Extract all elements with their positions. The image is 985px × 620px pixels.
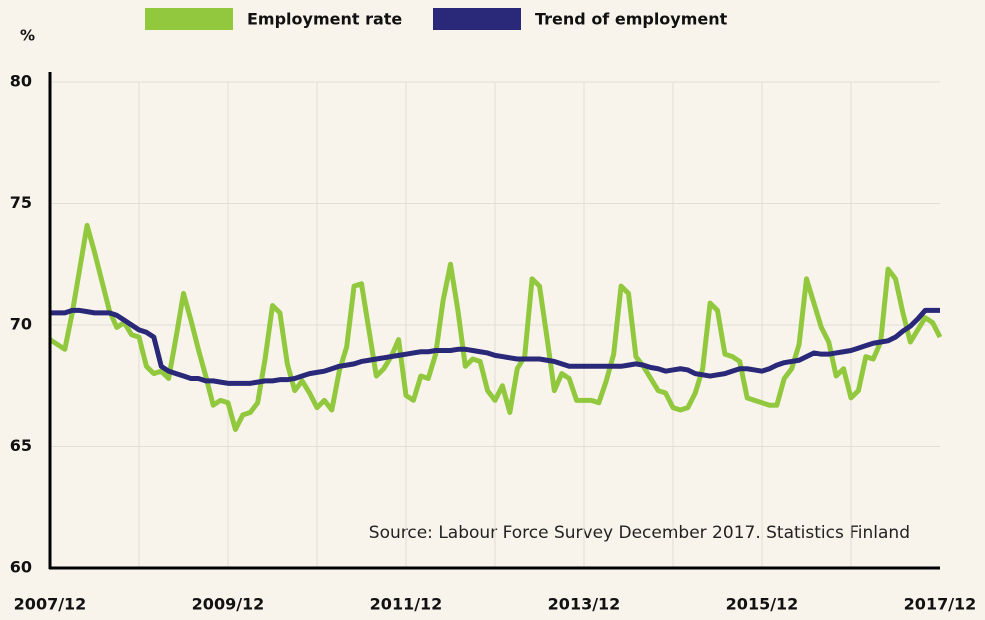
legend-label: Trend of employment (535, 10, 728, 29)
y-tick-label: 80 (10, 72, 32, 91)
y-tick-label: 75 (10, 193, 32, 212)
x-tick-label: 2015/12 (726, 595, 799, 614)
y-tick-label: 70 (10, 315, 32, 334)
y-tick-label: 60 (10, 558, 32, 577)
y-axis-label: % (20, 27, 35, 45)
grid (50, 81, 940, 569)
legend-label: Employment rate (247, 10, 402, 29)
x-tick-label: 2007/12 (14, 595, 87, 614)
x-tick-label: 2013/12 (548, 595, 621, 614)
x-tick-label: 2009/12 (192, 595, 265, 614)
source-note: Source: Labour Force Survey December 201… (369, 523, 910, 543)
series-line (50, 307, 940, 386)
x-tick-label: 2017/12 (904, 595, 977, 614)
legend-swatch (433, 8, 521, 30)
series-line (48, 222, 943, 432)
y-tick-label: 65 (10, 436, 32, 455)
x-tick-label: 2011/12 (370, 595, 443, 614)
legend-swatch (145, 8, 233, 30)
